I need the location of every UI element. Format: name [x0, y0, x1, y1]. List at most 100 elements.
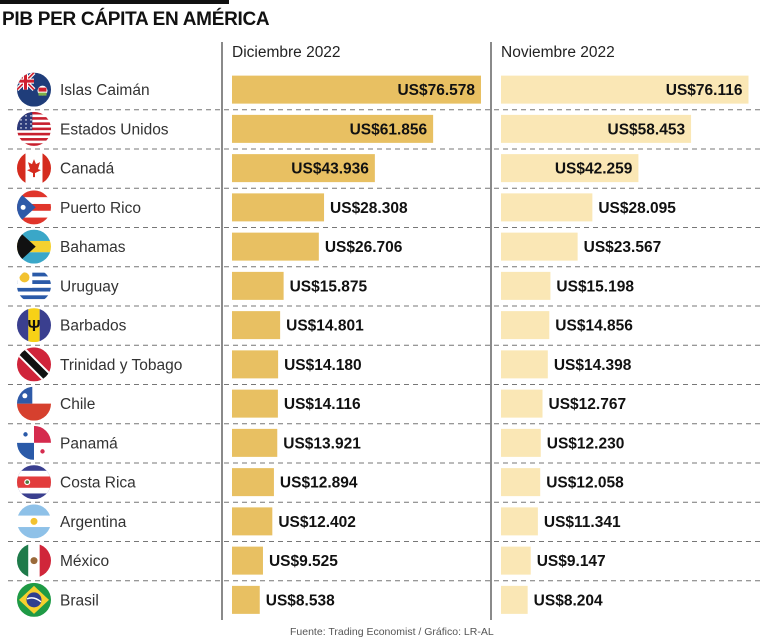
- december-value-label: US$12.894: [280, 475, 358, 492]
- flag-part: [17, 140, 51, 144]
- flag-part: [17, 114, 51, 118]
- december-value-label: US$26.706: [325, 239, 403, 256]
- november-bar: [501, 546, 531, 575]
- chile-flag-icon: [17, 386, 51, 421]
- november-value-label: US$58.453: [608, 121, 686, 138]
- flag-part: [25, 480, 30, 484]
- flag-part: [30, 123, 32, 125]
- december-bar: [232, 154, 375, 183]
- november-column-header: Noviembre 2022: [501, 44, 615, 61]
- november-bar: [501, 468, 541, 497]
- flag-part: [17, 190, 51, 198]
- november-value-label: US$11.341: [544, 514, 621, 531]
- december-bar: [232, 114, 434, 143]
- flag-part: [25, 127, 27, 129]
- flag-part: [20, 123, 22, 125]
- table-row: Bahamas US$26.706 US$23.567: [8, 229, 760, 268]
- december-value-label: US$12.402: [278, 514, 356, 531]
- country-label: Chile: [60, 396, 95, 413]
- flag-part: [40, 449, 45, 454]
- flag-part: [30, 127, 32, 129]
- flag-part: [17, 111, 33, 131]
- flag-part: [30, 115, 32, 117]
- country-label: Bahamas: [60, 239, 126, 256]
- table-row: Brasil US$8.538 US$8.204: [17, 582, 603, 617]
- flag-part: [17, 124, 51, 128]
- table-row: Puerto Rico US$28.308 US$28.095: [8, 190, 760, 228]
- flag-part: [17, 143, 51, 146]
- flag-part: [34, 425, 51, 443]
- flag-part: [17, 138, 51, 141]
- november-value-label: US$12.058: [546, 475, 624, 492]
- flag-part: [17, 119, 51, 123]
- panama-flag-icon: [17, 425, 51, 460]
- country-label: Panamá: [60, 435, 118, 452]
- november-bar: [501, 507, 538, 536]
- flag-part: [25, 123, 27, 125]
- flag-part: [17, 403, 51, 421]
- december-bar: [232, 585, 260, 614]
- flag-part: [38, 87, 47, 92]
- december-bar: [232, 311, 281, 340]
- costa-rica-flag-icon: [17, 465, 51, 500]
- flag-part: [17, 127, 51, 131]
- november-bar: [501, 389, 543, 418]
- country-label: Canadá: [60, 161, 115, 178]
- flag-part: [20, 127, 22, 129]
- trident-glyph: Ψ: [28, 318, 41, 335]
- table-row: México US$9.525 US$9.147: [8, 543, 760, 582]
- november-value-label: US$14.398: [554, 357, 632, 374]
- flag-part: [20, 115, 22, 117]
- flag-part: [42, 151, 51, 186]
- flag-part: [17, 287, 51, 292]
- december-value-label: US$14.180: [284, 357, 362, 374]
- flag-part: [30, 517, 38, 525]
- flag-part: [26, 597, 42, 603]
- table-row: Costa Rica US$12.894 US$12.058: [8, 465, 760, 503]
- flag-part: [22, 393, 28, 399]
- november-bar: [501, 232, 578, 261]
- november-column-divider: [490, 42, 492, 620]
- table-row: Chile US$14.116 US$12.767: [8, 386, 760, 425]
- november-value-label: US$12.230: [547, 435, 625, 452]
- canada-flag-icon: [17, 151, 51, 186]
- flag-part: [17, 295, 51, 300]
- brazil-flag-icon: [17, 582, 51, 617]
- flag-part: [17, 543, 29, 578]
- flag-part: [30, 119, 32, 121]
- country-label: Estados Unidos: [60, 121, 169, 138]
- country-label: Puerto Rico: [60, 200, 141, 217]
- flag-part: [17, 504, 51, 516]
- november-bar: [501, 75, 749, 104]
- december-column-header: Diciembre 2022: [232, 44, 341, 61]
- flag-part: [17, 130, 51, 134]
- table-row: Canadá US$43.936 US$42.259: [8, 151, 760, 189]
- argentina-flag-icon: [17, 504, 51, 539]
- flag-part: [17, 132, 51, 136]
- december-bar: [232, 507, 273, 536]
- december-value-label: US$43.936: [291, 161, 369, 178]
- december-bar: [232, 75, 481, 104]
- november-value-label: US$12.767: [549, 396, 627, 413]
- table-row: Ψ Barbados US$14.801 US$14.856: [8, 308, 760, 346]
- source-footer: Fuente: Trading Economist / Gráfico: LR-…: [290, 626, 494, 638]
- table-row: Argentina US$12.402 US$11.341: [8, 504, 760, 542]
- december-column-divider: [221, 42, 223, 620]
- uruguay-flag-icon: [17, 268, 51, 303]
- country-label: Uruguay: [60, 278, 119, 295]
- november-value-label: US$42.259: [555, 161, 633, 178]
- bahamas-flag-icon: [17, 229, 51, 264]
- trinidad-tobago-flag-icon: [17, 347, 51, 382]
- flag-part: [39, 308, 51, 343]
- flag-part: [17, 210, 51, 218]
- flag-part: [38, 92, 47, 96]
- table-row: Estados Unidos US$61.856 US$58.453: [8, 111, 760, 150]
- november-value-label: US$15.198: [556, 278, 634, 295]
- flag-part: [24, 72, 27, 90]
- flag-part: [20, 119, 22, 121]
- table-row: Panamá US$13.921 US$12.230: [8, 425, 760, 464]
- november-value-label: US$76.116: [666, 82, 743, 99]
- flag-part: [27, 159, 41, 178]
- flag-part: [17, 111, 51, 115]
